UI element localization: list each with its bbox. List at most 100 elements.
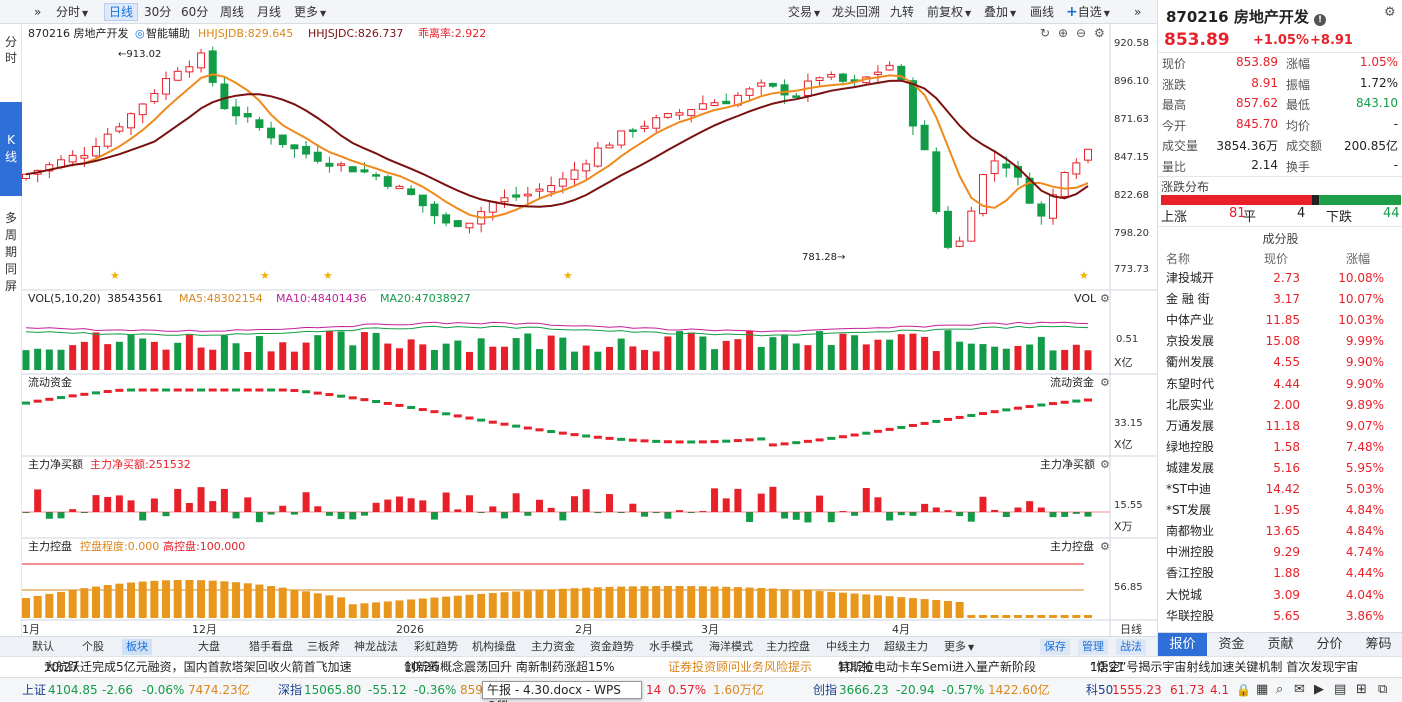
comp-row[interactable]: 衢州发展 4.55 9.90%	[1158, 352, 1402, 373]
indicator-tab[interactable]: 个股	[82, 640, 104, 653]
comp-row[interactable]: 绿地控股 1.58 7.48%	[1158, 437, 1402, 458]
candle[interactable]	[932, 151, 941, 212]
candle[interactable]	[722, 100, 731, 105]
nav-multi-3[interactable]: 期	[4, 245, 17, 259]
candle[interactable]	[920, 124, 929, 151]
info-icon[interactable]: !	[1314, 14, 1327, 26]
tab-monthly[interactable]: 月线	[257, 5, 282, 19]
index-sz-name[interactable]: 深指	[278, 683, 303, 697]
tab-weekly[interactable]: 周线	[220, 5, 245, 19]
smart-assist-icon[interactable]: ◎	[135, 27, 145, 40]
candle[interactable]	[640, 125, 649, 129]
overlay-menu[interactable]: 叠加 ▼	[984, 5, 1017, 19]
indicator-tab[interactable]: 超级主力	[884, 640, 928, 653]
adjust-menu[interactable]: 前复权 ▼	[927, 5, 972, 19]
comp-row[interactable]: 京投发展 15.08 9.99%	[1158, 331, 1402, 352]
nav-multi-1[interactable]: 多	[4, 211, 17, 225]
tray-chart-icon[interactable]: ▤	[1334, 682, 1347, 697]
candle[interactable]	[418, 194, 427, 207]
bottom-action-button[interactable]: 战法	[1116, 639, 1146, 655]
candle[interactable]	[255, 119, 264, 128]
indicator-tab[interactable]: 水手模式	[649, 640, 693, 653]
comp-head-name[interactable]: 名称	[1166, 252, 1191, 266]
candle[interactable]	[838, 73, 847, 82]
comp-row[interactable]: 香江控股 1.88 4.44%	[1158, 563, 1402, 584]
bottom-action-button[interactable]: 管理	[1078, 639, 1108, 655]
kline-chart[interactable]: 870216 房地产开发 ◎ 智能辅助 HHJSJDB:829.645 HHJS…	[22, 24, 1157, 638]
tray-calc-icon[interactable]: ▦	[1256, 682, 1269, 697]
candle[interactable]	[535, 188, 544, 192]
candle[interactable]	[1060, 172, 1069, 197]
index-sh-name[interactable]: 上证	[22, 683, 47, 697]
candle[interactable]	[138, 103, 147, 116]
indicator-tab[interactable]: 机构操盘	[472, 640, 516, 653]
candle[interactable]	[885, 64, 894, 71]
candle[interactable]	[465, 222, 474, 229]
candle[interactable]	[360, 169, 369, 173]
add-watch-button[interactable]: +自选 ▼	[1066, 4, 1110, 20]
candle[interactable]	[990, 160, 999, 175]
candle[interactable]	[372, 174, 381, 177]
candle[interactable]	[570, 169, 579, 180]
candle[interactable]	[185, 66, 194, 73]
comp-row[interactable]: 大悦城 3.09 4.04%	[1158, 585, 1402, 606]
indicator-tab[interactable]: 板块	[122, 639, 152, 655]
zoom-in-icon[interactable]: ⊕	[1058, 26, 1068, 40]
candle[interactable]	[605, 144, 614, 149]
indicator-tab[interactable]: 彩虹趋势	[414, 640, 458, 653]
candle[interactable]	[92, 146, 101, 157]
indicator-tab[interactable]: 神龙战法	[354, 640, 398, 653]
tray-message-icon[interactable]: ✉	[1294, 682, 1305, 697]
star-marker[interactable]: ★	[563, 269, 573, 282]
tray-window-icon[interactable]: ⧉	[1378, 682, 1388, 697]
indicator-tab[interactable]: 海洋模式	[709, 640, 753, 653]
indicator-tab[interactable]: 更多 ▼	[944, 640, 975, 653]
net-settings-icon[interactable]: ⚙	[1100, 458, 1110, 471]
candle[interactable]	[267, 127, 276, 139]
candle[interactable]	[745, 88, 754, 96]
candle[interactable]	[652, 117, 661, 129]
candle[interactable]	[243, 113, 252, 118]
flow-settings-icon[interactable]: ⚙	[1100, 376, 1110, 389]
candle[interactable]	[430, 203, 439, 217]
candle[interactable]	[1048, 194, 1057, 219]
comp-row[interactable]: 南都物业 13.65 4.84%	[1158, 521, 1402, 542]
ctrl-settings-icon[interactable]: ⚙	[1100, 540, 1110, 553]
candle[interactable]	[593, 147, 602, 167]
tab-daily[interactable]: 日线	[104, 3, 139, 21]
candle[interactable]	[780, 84, 789, 96]
candle[interactable]	[967, 210, 976, 242]
nav-multi-5[interactable]: 屏	[4, 279, 17, 293]
candle[interactable]	[1002, 163, 1011, 169]
candle[interactable]	[617, 130, 626, 146]
candle[interactable]	[407, 188, 416, 196]
tray-lock-icon[interactable]: 🔒	[1236, 683, 1251, 697]
refresh-icon[interactable]: ↻	[1040, 26, 1050, 40]
candle[interactable]	[675, 112, 684, 116]
candle[interactable]	[908, 80, 917, 127]
candle[interactable]	[313, 151, 322, 162]
candle[interactable]	[220, 83, 229, 110]
comp-row[interactable]: 城建发展 5.16 5.95%	[1158, 458, 1402, 479]
candle[interactable]	[278, 134, 287, 146]
candle[interactable]	[232, 106, 241, 117]
nine-turn-button[interactable]: 九转	[890, 5, 915, 19]
comp-row[interactable]: 津投城开 2.73 10.08%	[1158, 268, 1402, 289]
vol-settings-icon[interactable]: ⚙	[1100, 292, 1110, 305]
nav-multi-2[interactable]: 周	[4, 228, 17, 242]
comp-head-pct[interactable]: 涨幅	[1346, 252, 1371, 266]
star-marker[interactable]: ★	[260, 269, 270, 282]
bottom-action-button[interactable]: 保存	[1040, 639, 1070, 655]
leader-backtrack-button[interactable]: 龙头回溯	[832, 5, 881, 19]
quote-tab[interactable]: 报价	[1158, 633, 1207, 656]
candle[interactable]	[827, 73, 836, 78]
candle[interactable]	[955, 240, 964, 247]
comp-row[interactable]: *ST发展 1.95 4.84%	[1158, 500, 1402, 521]
comp-row[interactable]: *ST中迪 14.42 5.03%	[1158, 479, 1402, 500]
expand-left-icon[interactable]: »	[34, 5, 42, 19]
indicator-tab[interactable]: 猎手看盘	[249, 640, 293, 653]
candle[interactable]	[325, 162, 334, 167]
comp-row[interactable]: 中体产业 11.85 10.03%	[1158, 310, 1402, 331]
candle[interactable]	[197, 52, 206, 69]
candle[interactable]	[943, 210, 952, 248]
